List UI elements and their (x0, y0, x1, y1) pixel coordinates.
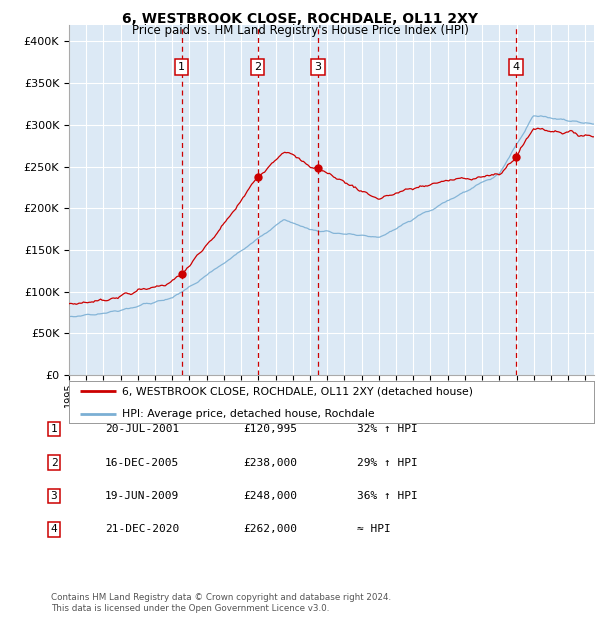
Text: Contains HM Land Registry data © Crown copyright and database right 2024.
This d: Contains HM Land Registry data © Crown c… (51, 593, 391, 613)
Text: £262,000: £262,000 (243, 525, 297, 534)
Text: 29% ↑ HPI: 29% ↑ HPI (357, 458, 418, 467)
Text: £248,000: £248,000 (243, 491, 297, 501)
Text: HPI: Average price, detached house, Rochdale: HPI: Average price, detached house, Roch… (121, 409, 374, 419)
Text: 36% ↑ HPI: 36% ↑ HPI (357, 491, 418, 501)
Text: 20-JUL-2001: 20-JUL-2001 (105, 424, 179, 434)
Text: 1: 1 (50, 424, 58, 434)
Text: 19-JUN-2009: 19-JUN-2009 (105, 491, 179, 501)
Text: Price paid vs. HM Land Registry's House Price Index (HPI): Price paid vs. HM Land Registry's House … (131, 24, 469, 37)
Text: 21-DEC-2020: 21-DEC-2020 (105, 525, 179, 534)
Text: 4: 4 (50, 525, 58, 534)
Text: 6, WESTBROOK CLOSE, ROCHDALE, OL11 2XY (detached house): 6, WESTBROOK CLOSE, ROCHDALE, OL11 2XY (… (121, 386, 473, 396)
Text: 3: 3 (314, 62, 322, 72)
Text: 16-DEC-2005: 16-DEC-2005 (105, 458, 179, 467)
Text: £120,995: £120,995 (243, 424, 297, 434)
Text: £238,000: £238,000 (243, 458, 297, 467)
Text: ≈ HPI: ≈ HPI (357, 525, 391, 534)
Text: 4: 4 (512, 62, 520, 72)
Text: 3: 3 (50, 491, 58, 501)
Text: 2: 2 (254, 62, 261, 72)
Text: 1: 1 (178, 62, 185, 72)
Text: 2: 2 (50, 458, 58, 467)
Text: 6, WESTBROOK CLOSE, ROCHDALE, OL11 2XY: 6, WESTBROOK CLOSE, ROCHDALE, OL11 2XY (122, 12, 478, 27)
Text: 32% ↑ HPI: 32% ↑ HPI (357, 424, 418, 434)
